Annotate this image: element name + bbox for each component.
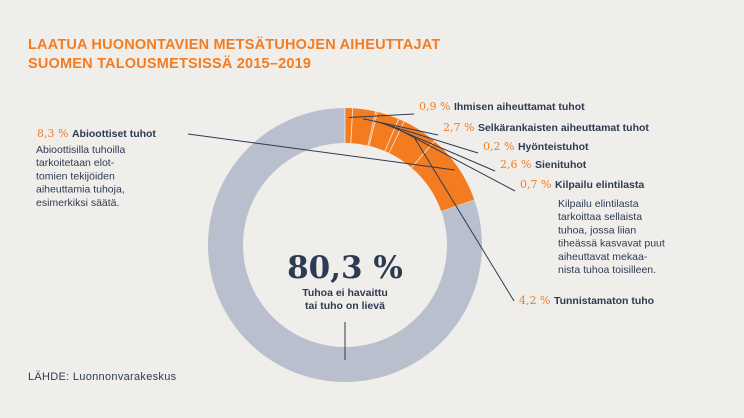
slice-description-5-0: Kilpailu elintilasta	[558, 198, 639, 210]
slice-pct-7: 80,3 %	[287, 250, 403, 286]
slice-description-0-2: tomien tekijöiden	[36, 170, 115, 182]
slice-description-5-1: tarkoittaa sellaista	[558, 211, 642, 223]
slice-label-0: 8,3 % Abioottiset tuhot	[37, 127, 156, 140]
slice-label-5: 0,7 % Kilpailu elintilasta	[520, 178, 644, 191]
slice-6	[389, 121, 435, 168]
slice-description-0-1: tarkoitetaan elot-	[36, 157, 115, 169]
chart-title-line-2: SUOMEN TALOUSMETSISSÄ 2015–2019	[28, 56, 312, 72]
slice-pct-4: 2,6 %	[500, 158, 535, 171]
slice-description-5-4: aiheuttavat mekaa-	[558, 251, 648, 263]
slice-name-1: Ihmisen aiheuttamat tuhot	[454, 101, 585, 113]
slice-label-3: 0,2 % Hyönteistuhot	[483, 140, 589, 153]
chart-title-line-1: LAATUA HUONONTAVIEN METSÄTUHOJEN AIHEUTT…	[28, 37, 441, 53]
slice-separator-0	[411, 140, 435, 168]
slice-name-3: Hyönteistuhot	[518, 141, 589, 153]
slice-5	[384, 118, 405, 154]
leader-line-5	[397, 128, 516, 192]
slice-label-1: 0,9 % Ihmisen aiheuttamat tuhot	[419, 100, 585, 113]
slice-pct-5: 0,7 %	[520, 178, 555, 191]
slice-description-5-5: nista tuhoa toisilleen.	[558, 264, 656, 276]
slice-description-0-0: Abioottisilla tuhoilla	[36, 144, 125, 156]
slice-separator-5	[384, 118, 400, 152]
leader-line-0	[187, 133, 455, 171]
slice-description-5-2: tuhoa, jossa liian	[558, 224, 636, 236]
slice-caption-7-0: Tuhoa ei havaittu	[302, 287, 388, 299]
slice-name-4: Sienituhot	[535, 159, 587, 171]
leader-line-1	[348, 113, 415, 119]
slice-name-5: Kilpailu elintilasta	[555, 179, 644, 191]
slice-separator-3	[367, 111, 377, 146]
slice-1	[345, 108, 353, 144]
leader-line-6	[414, 137, 515, 302]
slice-label-6: 4,2 % Tunnistamaton tuho	[519, 294, 654, 307]
chart-title: LAATUA HUONONTAVIEN METSÄTUHOJEN AIHEUTT…	[28, 36, 440, 74]
slice-pct-6: 4,2 %	[519, 294, 554, 307]
slice-description-0-3: aiheuttamia tuhoja,	[36, 184, 125, 196]
slice-pct-1: 0,9 %	[419, 100, 454, 113]
slice-description-5-3: tiheässä kasvavat puut	[558, 238, 665, 250]
slice-description-0-4: esimerkiksi säätä.	[36, 197, 119, 209]
source-note: LÄHDE: Luonnonvarakeskus	[28, 371, 177, 383]
slice-pct-2: 2,7 %	[443, 121, 478, 134]
slice-pct-0: 8,3 %	[37, 127, 72, 140]
slice-separator-2	[350, 108, 354, 144]
slice-name-0: Abioottiset tuhot	[72, 128, 156, 140]
slice-caption-7-1: tai tuho on lievä	[305, 300, 385, 312]
slice-separator-4	[368, 111, 378, 146]
slice-name-6: Tunnistamaton tuho	[554, 295, 654, 307]
slice-label-2: 2,7 % Selkärankaisten aiheuttamat tuhot	[443, 121, 649, 134]
slice-label-4: 2,6 % Sienituhot	[500, 158, 587, 171]
slice-pct-3: 0,2 %	[483, 140, 518, 153]
slice-name-2: Selkärankaisten aiheuttamat tuhot	[478, 122, 649, 134]
